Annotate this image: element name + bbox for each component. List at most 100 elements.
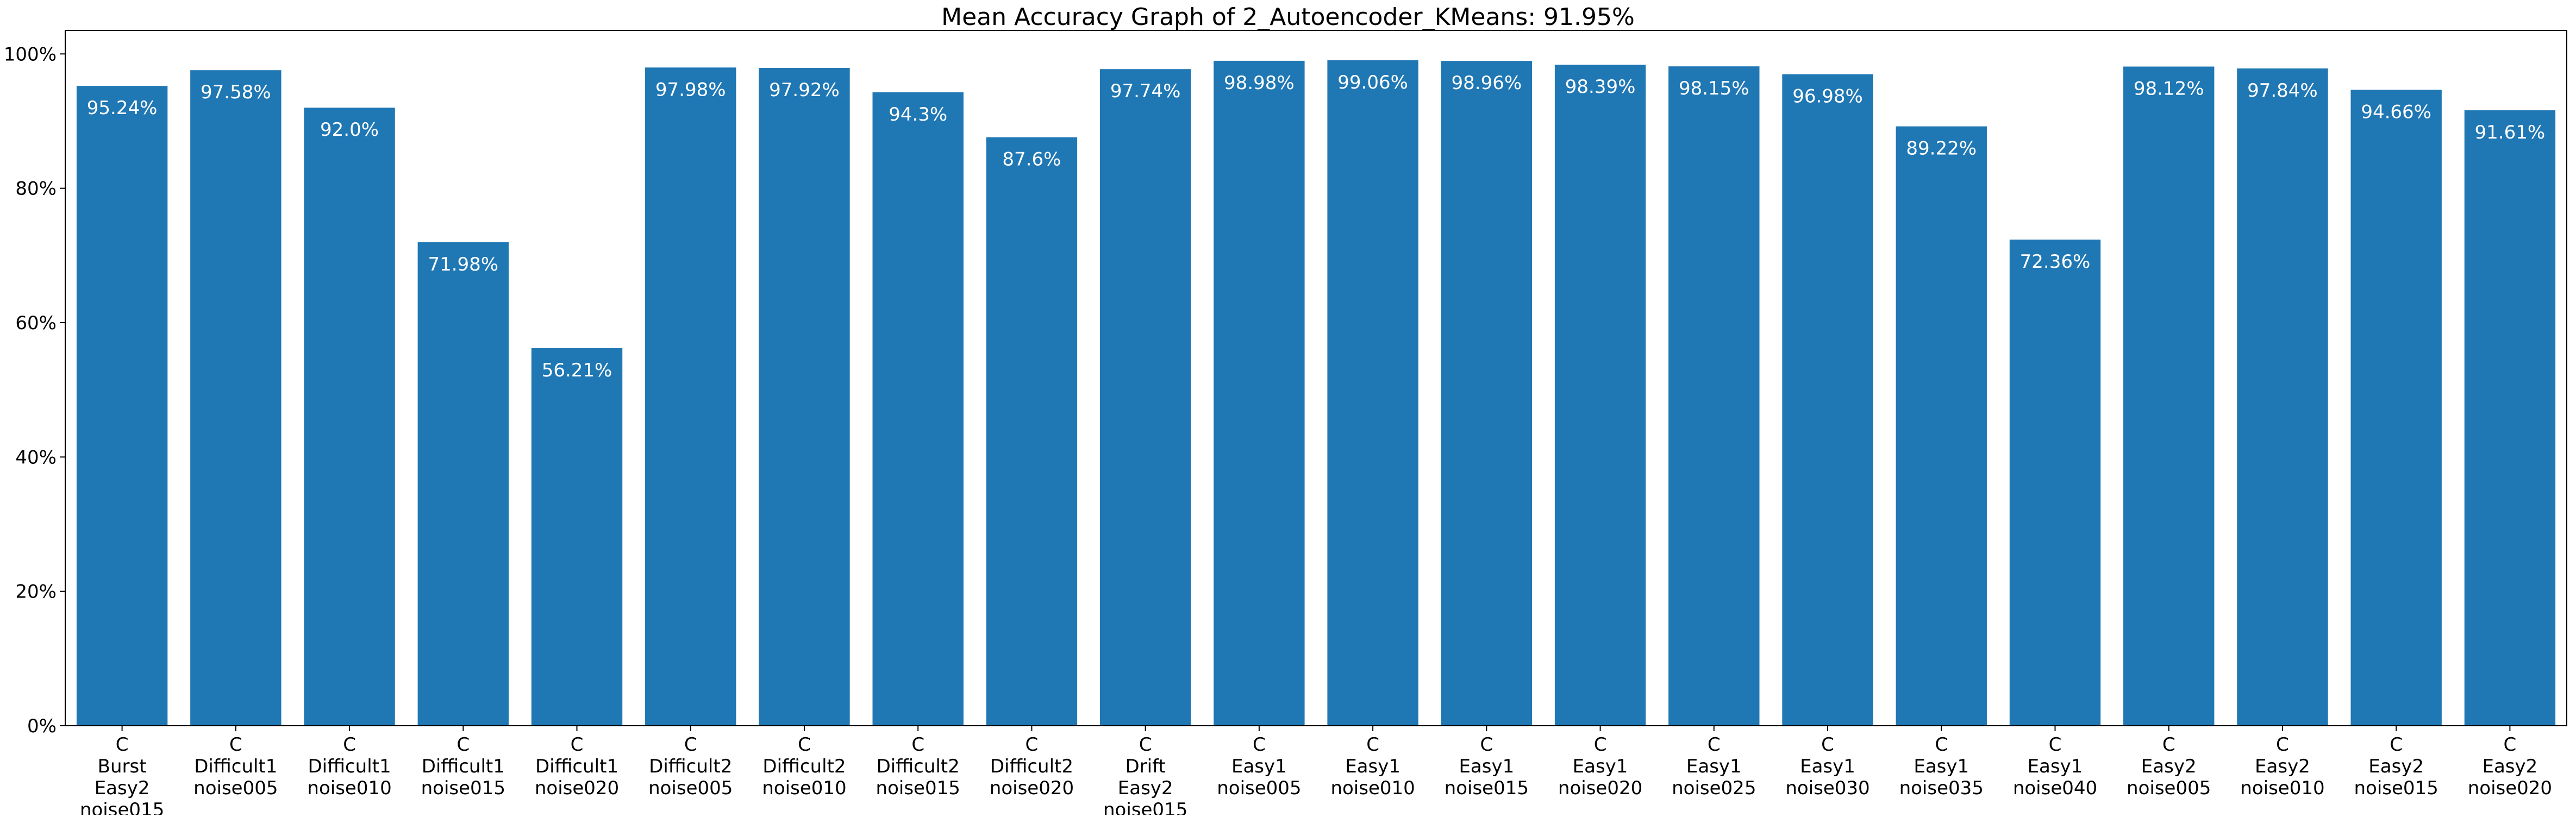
data-label: 87.6% bbox=[1002, 149, 1061, 171]
x-tick-label-line: C bbox=[1366, 734, 1379, 756]
x-tick-label: C Easy1 noise005 bbox=[1217, 734, 1301, 799]
x-tick-label-line: noise020 bbox=[2468, 777, 2552, 799]
x-tick-label: C Easy1 noise015 bbox=[1445, 734, 1529, 799]
x-tick-label-line: noise010 bbox=[762, 777, 846, 799]
x-tick-label: C Difficult2 noise005 bbox=[648, 734, 733, 799]
x-tick-label-line: Easy2 bbox=[2482, 756, 2537, 777]
bar bbox=[986, 137, 1077, 726]
x-tick-label-line: Difficult1 bbox=[422, 756, 505, 777]
x-tick-label-line: C bbox=[1026, 734, 1039, 756]
x-tick-label: C Difficult1 noise015 bbox=[421, 734, 505, 799]
x-tick-label-line: noise015 bbox=[421, 777, 505, 799]
data-label: 97.74% bbox=[1110, 80, 1181, 102]
x-tick-label-line: noise005 bbox=[648, 777, 733, 799]
data-label: 97.98% bbox=[655, 79, 726, 100]
x-tick-label-line: Difficult1 bbox=[194, 756, 277, 777]
x-tick-label-line: noise015 bbox=[1445, 777, 1529, 799]
x-tick-label-line: C bbox=[1821, 734, 1834, 756]
x-tick-label-line: Drift bbox=[1126, 756, 1166, 777]
x-tick-label-line: Difficult2 bbox=[762, 756, 846, 777]
bars-layer bbox=[77, 60, 2555, 726]
bar bbox=[2010, 240, 2100, 726]
data-label: 97.58% bbox=[201, 81, 271, 103]
x-tick-label-line: noise040 bbox=[2013, 777, 2097, 799]
x-tick-label-line: C bbox=[571, 734, 584, 756]
bar bbox=[304, 108, 395, 726]
x-tick-label-line: C bbox=[2162, 734, 2175, 756]
data-label: 71.98% bbox=[428, 254, 498, 275]
y-tick-label: 60% bbox=[15, 312, 57, 334]
x-tick-label-line: noise020 bbox=[1558, 777, 1642, 799]
y-tick-label: 80% bbox=[15, 178, 57, 200]
data-label: 98.12% bbox=[2134, 78, 2204, 100]
x-tick-label-line: C bbox=[911, 734, 924, 756]
data-label: 97.84% bbox=[2247, 80, 2318, 102]
x-tick-label-line: noise015 bbox=[1103, 799, 1187, 815]
x-tick-label-line: noise025 bbox=[1672, 777, 1756, 799]
bar bbox=[645, 67, 736, 726]
data-label: 91.61% bbox=[2475, 122, 2546, 143]
x-tick-label-line: C bbox=[457, 734, 470, 756]
data-label: 98.98% bbox=[1224, 72, 1295, 94]
bar bbox=[1782, 74, 1873, 726]
x-tick-label-line: C bbox=[116, 734, 129, 756]
bar bbox=[2123, 67, 2214, 726]
data-label: 99.06% bbox=[1337, 72, 1408, 93]
data-label: 98.15% bbox=[1679, 78, 1749, 99]
x-tick-label-line: C bbox=[684, 734, 697, 756]
x-tick-label: C Easy2 noise015 bbox=[2354, 734, 2438, 799]
bar bbox=[1327, 60, 1418, 726]
bar bbox=[418, 242, 509, 726]
bar bbox=[1555, 65, 1646, 726]
x-tick-label: C Difficult1 noise020 bbox=[535, 734, 619, 799]
x-tick-label-line: C bbox=[1594, 734, 1607, 756]
x-tick-label-line: C bbox=[1139, 734, 1152, 756]
chart-title: Mean Accuracy Graph of 2_Autoencoder_KMe… bbox=[941, 3, 1635, 31]
bar bbox=[1214, 61, 1304, 726]
x-tick-label-line: noise015 bbox=[876, 777, 960, 799]
x-tick-label: C Easy1 noise040 bbox=[2013, 734, 2097, 799]
data-label: 97.92% bbox=[769, 79, 840, 101]
data-label: 98.39% bbox=[1565, 76, 1636, 98]
y-tick-label: 40% bbox=[15, 447, 57, 468]
bar bbox=[873, 92, 964, 726]
x-tick-label-line: noise010 bbox=[2240, 777, 2324, 799]
x-tick-label-line: Easy1 bbox=[1914, 756, 1969, 777]
x-tick-label-line: C bbox=[2276, 734, 2289, 756]
x-tick-label: C Easy1 noise020 bbox=[1558, 734, 1642, 799]
bar bbox=[1100, 69, 1191, 726]
x-tick-label: C Difficult2 noise020 bbox=[990, 734, 1074, 799]
bar bbox=[2237, 68, 2328, 726]
x-tick-label-line: Difficult2 bbox=[877, 756, 960, 777]
data-label: 92.0% bbox=[320, 119, 379, 141]
x-tick-label-line: Easy2 bbox=[95, 777, 150, 799]
bar bbox=[2350, 90, 2441, 726]
x-tick-label-line: Easy1 bbox=[1573, 756, 1628, 777]
data-label: 94.66% bbox=[2361, 101, 2431, 123]
bar bbox=[77, 86, 167, 726]
x-tick-label-line: C bbox=[229, 734, 242, 756]
bar bbox=[759, 68, 849, 726]
x-tick-label-line: Easy2 bbox=[2255, 756, 2310, 777]
bar bbox=[532, 348, 622, 726]
x-tick-label: C Easy2 noise010 bbox=[2240, 734, 2324, 799]
x-tick-label: C Difficult1 noise005 bbox=[193, 734, 278, 799]
data-label: 96.98% bbox=[1792, 86, 1863, 108]
data-label: 56.21% bbox=[542, 360, 612, 381]
data-label: 95.24% bbox=[87, 97, 158, 119]
bar bbox=[2465, 110, 2555, 726]
bar bbox=[1668, 66, 1759, 726]
x-tick-label-line: Easy1 bbox=[1345, 756, 1400, 777]
bar bbox=[190, 70, 281, 726]
x-tick-label-line: C bbox=[1708, 734, 1721, 756]
y-tick-label: 100% bbox=[4, 43, 57, 65]
x-tick-label-line: noise005 bbox=[193, 777, 278, 799]
bar bbox=[1441, 61, 1532, 726]
x-tick-label-line: noise010 bbox=[1330, 777, 1415, 799]
x-tick-label: C Burst Easy2 noise015 bbox=[80, 734, 164, 815]
x-tick-label-line: noise030 bbox=[1785, 777, 1870, 799]
x-tick-label-line: Difficult2 bbox=[990, 756, 1073, 777]
